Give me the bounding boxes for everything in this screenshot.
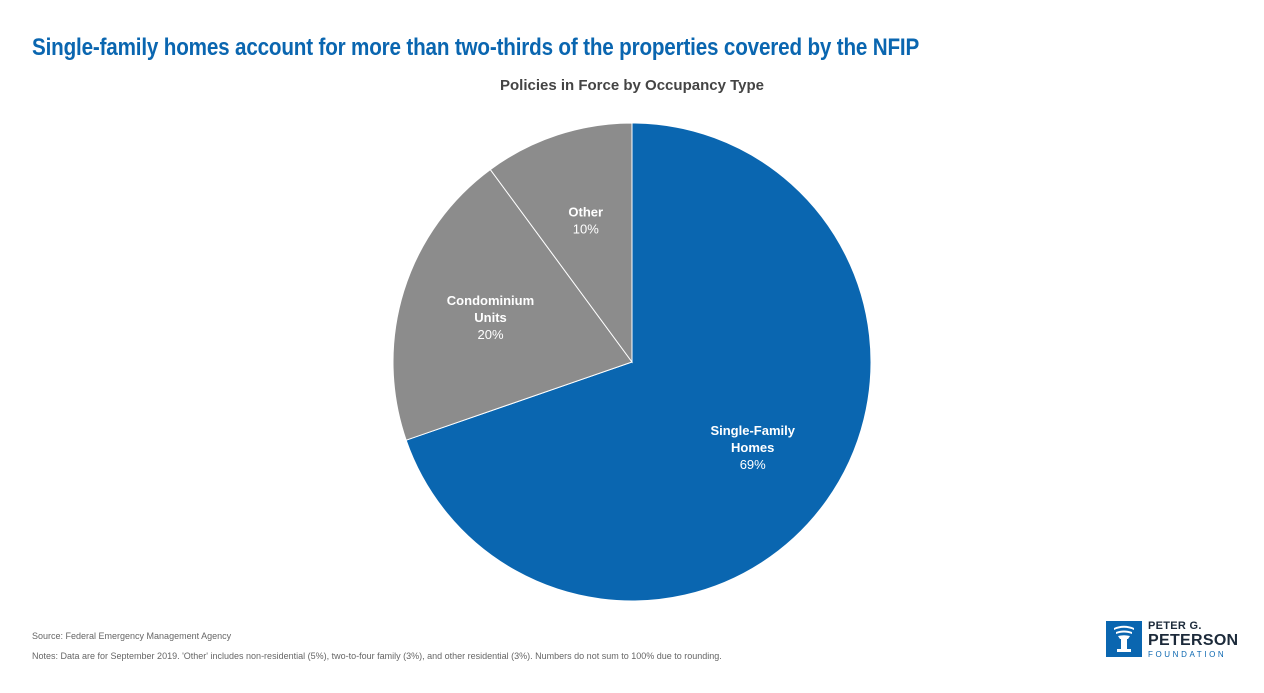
pie-slice-other bbox=[489, 122, 633, 364]
logo-line1: PETER G. bbox=[1148, 620, 1202, 632]
peterson-foundation-logo: PETER G. PETERSON FOUNDATION bbox=[1106, 621, 1238, 661]
source-note: Source: Federal Emergency Management Age… bbox=[32, 631, 232, 641]
pie-category-single-family: Homes bbox=[731, 440, 774, 455]
pie-label-single-family: Single-Family Homes 69% bbox=[710, 423, 795, 472]
pie-label-condominium: Condominium Units 20% bbox=[447, 293, 534, 342]
logo-wordmark: PETER G. PETERSON FOUNDATION bbox=[1148, 621, 1238, 659]
pie-value-single-family: 69% bbox=[740, 457, 766, 472]
pie-category-single-family: Single-Family bbox=[710, 423, 795, 438]
pie-category-other: Other bbox=[568, 205, 603, 220]
chart-title: Policies in Force by Occupancy Type bbox=[500, 77, 764, 94]
notes: Notes: Data are for September 2019. 'Oth… bbox=[32, 651, 722, 661]
pie-label-other: Other 10% bbox=[568, 205, 603, 237]
logo-line3: FOUNDATION bbox=[1148, 650, 1227, 659]
pie-category-condominium: Condominium bbox=[447, 293, 534, 308]
logo-line2: PETERSON bbox=[1148, 632, 1239, 649]
pie-value-other: 10% bbox=[573, 222, 599, 237]
torch-logo-icon bbox=[1106, 621, 1142, 657]
headline: Single-family homes account for more tha… bbox=[32, 34, 920, 61]
pie-slice-single-family bbox=[405, 122, 872, 602]
pie-slice-condominium bbox=[392, 168, 633, 441]
pie-value-condominium: 20% bbox=[477, 327, 503, 342]
pie-category-condominium: Units bbox=[474, 310, 507, 325]
